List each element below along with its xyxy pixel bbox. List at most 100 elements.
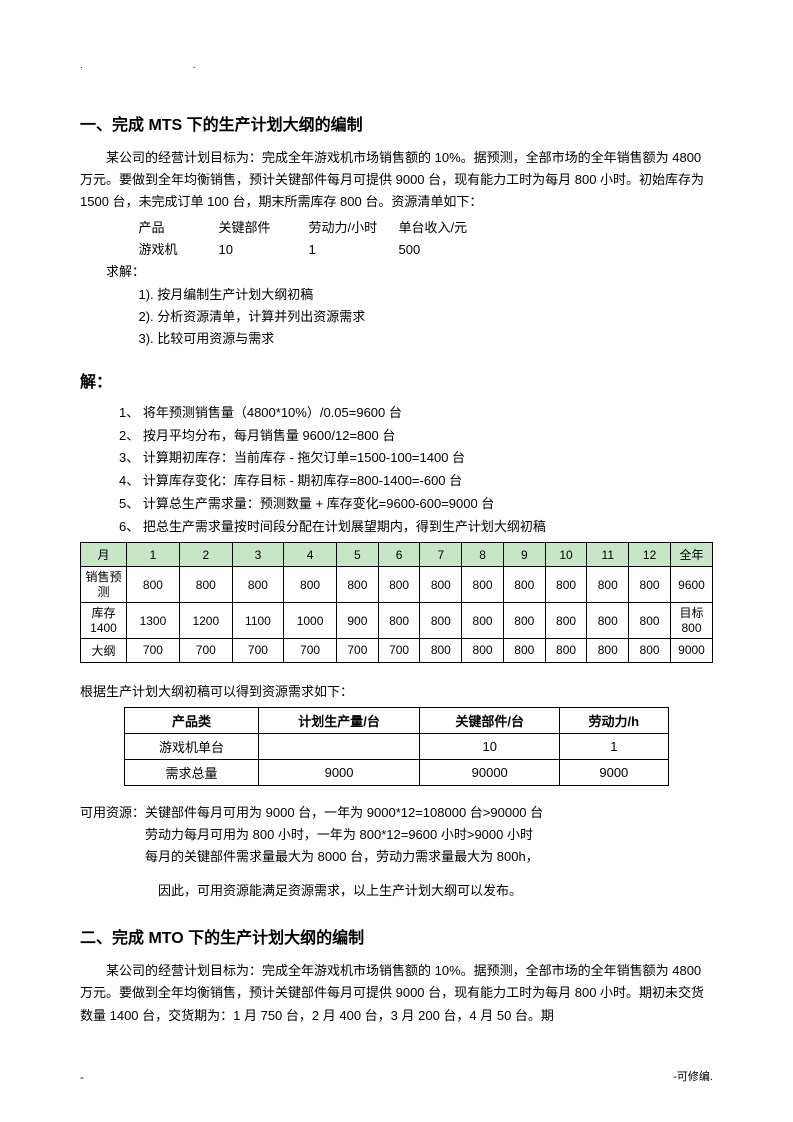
mth-6: 6 [378, 543, 420, 567]
step3: 3、 计算期初库存：当前库存 - 拖欠订单=1500-100=1400 台 [119, 447, 713, 470]
main-table-row-inventory: 库存1400 1300 1200 1100 1000 900 800 800 8… [81, 603, 713, 639]
rr2c1: 需求总量 [125, 760, 258, 786]
rr2c3: 90000 [420, 760, 560, 786]
avail-line1: 关键部件每月可用为 9000 台，一年为 9000*12=108000 台>90… [145, 805, 543, 820]
avail-line3: 每月的关键部件需求量最大为 8000 台，劳动力需求量最大为 800h， [145, 846, 713, 868]
rh1: 产品类 [125, 708, 258, 734]
r3c9: 800 [503, 638, 545, 662]
r2c13: 目标800 [671, 603, 713, 639]
mth-9: 9 [503, 543, 545, 567]
rr2c4: 9000 [559, 760, 668, 786]
res-row1: 游戏机单台 10 1 [125, 734, 668, 760]
rh4: 劳动力/h [559, 708, 668, 734]
r3c5: 700 [337, 638, 379, 662]
mt-h1: 产品 [139, 217, 219, 239]
avail-block: 可用资源：关键部件每月可用为 9000 台，一年为 9000*12=108000… [80, 802, 713, 824]
r2c3: 1100 [232, 603, 283, 639]
mth-month: 月 [81, 543, 127, 567]
main-table-header-row: 月 1 2 3 4 5 6 7 8 9 10 11 12 全年 [81, 543, 713, 567]
mth-year: 全年 [671, 543, 713, 567]
solution-label: 解： [80, 368, 713, 392]
mini-table-header: 产品 关键部件 劳动力/小时 单台收入/元 [139, 217, 714, 239]
q2: 2). 分析资源清单，计算并列出资源需求 [139, 306, 714, 328]
mth-12: 12 [629, 543, 671, 567]
r3c12: 800 [629, 638, 671, 662]
r2c1: 1300 [127, 603, 180, 639]
r3c7: 800 [420, 638, 462, 662]
conclusion: 因此，可用资源能满足资源需求，以上生产计划大纲可以发布。 [158, 880, 713, 902]
r2c4: 1000 [284, 603, 337, 639]
section2-para: 某公司的经营计划目标为：完成全年游戏机市场销售额的 10%。据预测，全部市场的全… [80, 960, 713, 1026]
mth-1: 1 [127, 543, 180, 567]
section1-title: 一、完成 MTS 下的生产计划大纲的编制 [80, 111, 713, 135]
step4: 4、 计算库存变化：库存目标 - 期初库存=800-1400=-600 台 [119, 470, 713, 493]
r2c2: 1200 [179, 603, 232, 639]
r2c11: 800 [587, 603, 629, 639]
mth-7: 7 [420, 543, 462, 567]
r3c1: 700 [127, 638, 180, 662]
section1-para: 某公司的经营计划目标为：完成全年游戏机市场销售额的 10%。据预测，全部市场的全… [80, 147, 713, 213]
main-table-row-outline: 大纲 700 700 700 700 700 700 800 800 800 8… [81, 638, 713, 662]
r1c10: 800 [545, 567, 587, 603]
q1: 1). 按月编制生产计划大纲初稿 [139, 284, 714, 306]
r2-label: 库存1400 [81, 603, 127, 639]
r2c12: 800 [629, 603, 671, 639]
mt-h3: 劳动力/小时 [309, 217, 399, 239]
main-table-row-sales: 销售预测 800 800 800 800 800 800 800 800 800… [81, 567, 713, 603]
r2c5: 900 [337, 603, 379, 639]
r3-label: 大纲 [81, 638, 127, 662]
avail-line2: 劳动力每月可用为 800 小时，一年为 800*12=9600 小时>9000 … [145, 824, 713, 846]
r3c4: 700 [284, 638, 337, 662]
step5: 5、 计算总生产需求量：预测数量 + 库存变化=9600-600=9000 台 [119, 493, 713, 516]
footer-text: -可修编. [673, 1068, 713, 1084]
r1c8: 800 [462, 567, 504, 603]
mt-r4: 500 [399, 239, 499, 261]
rr1c3: 10 [420, 734, 560, 760]
mth-11: 11 [587, 543, 629, 567]
r1c13: 9600 [671, 567, 713, 603]
r1c11: 800 [587, 567, 629, 603]
r3c13: 9000 [671, 638, 713, 662]
r1c9: 800 [503, 567, 545, 603]
q3: 3). 比较可用资源与需求 [139, 328, 714, 350]
resource-table: 产品类 计划生产量/台 关键部件/台 劳动力/h 游戏机单台 10 1 需求总量… [124, 707, 668, 786]
question-label: 求解： [106, 261, 713, 283]
r1c3: 800 [232, 567, 283, 603]
rh2: 计划生产量/台 [258, 708, 420, 734]
mth-8: 8 [462, 543, 504, 567]
r3c2: 700 [179, 638, 232, 662]
dot-mid: . [193, 60, 196, 71]
r1c2: 800 [179, 567, 232, 603]
r1-label: 销售预测 [81, 567, 127, 603]
mt-h4: 单台收入/元 [399, 217, 499, 239]
r2c7: 800 [420, 603, 462, 639]
mth-4: 4 [284, 543, 337, 567]
dot-left: . [80, 60, 83, 71]
r1c1: 800 [127, 567, 180, 603]
res-header-row: 产品类 计划生产量/台 关键部件/台 劳动力/h [125, 708, 668, 734]
resource-intro: 根据生产计划大纲初稿可以得到资源需求如下： [80, 681, 713, 703]
avail-label: 可用资源： [80, 802, 145, 824]
step6: 6、 把总生产需求量按时间段分配在计划展望期内，得到生产计划大纲初稿 [119, 516, 713, 539]
mt-h2: 关键部件 [219, 217, 309, 239]
mth-10: 10 [545, 543, 587, 567]
mth-2: 2 [179, 543, 232, 567]
r3c3: 700 [232, 638, 283, 662]
rr1c2 [258, 734, 420, 760]
step2: 2、 按月平均分布，每月销售量 9600/12=800 台 [119, 425, 713, 448]
r1c7: 800 [420, 567, 462, 603]
r2c9: 800 [503, 603, 545, 639]
rr1c1: 游戏机单台 [125, 734, 258, 760]
main-table: 月 1 2 3 4 5 6 7 8 9 10 11 12 全年 销售预测 800… [80, 542, 713, 663]
r1c5: 800 [337, 567, 379, 603]
step1: 1、 将年预测销售量（4800*10%）/0.05=9600 台 [119, 402, 713, 425]
mt-r1: 游戏机 [139, 239, 219, 261]
r1c12: 800 [629, 567, 671, 603]
rr1c4: 1 [559, 734, 668, 760]
r1c6: 800 [378, 567, 420, 603]
rr2c2: 9000 [258, 760, 420, 786]
r2c8: 800 [462, 603, 504, 639]
rh3: 关键部件/台 [420, 708, 560, 734]
mth-3: 3 [232, 543, 283, 567]
mth-5: 5 [337, 543, 379, 567]
